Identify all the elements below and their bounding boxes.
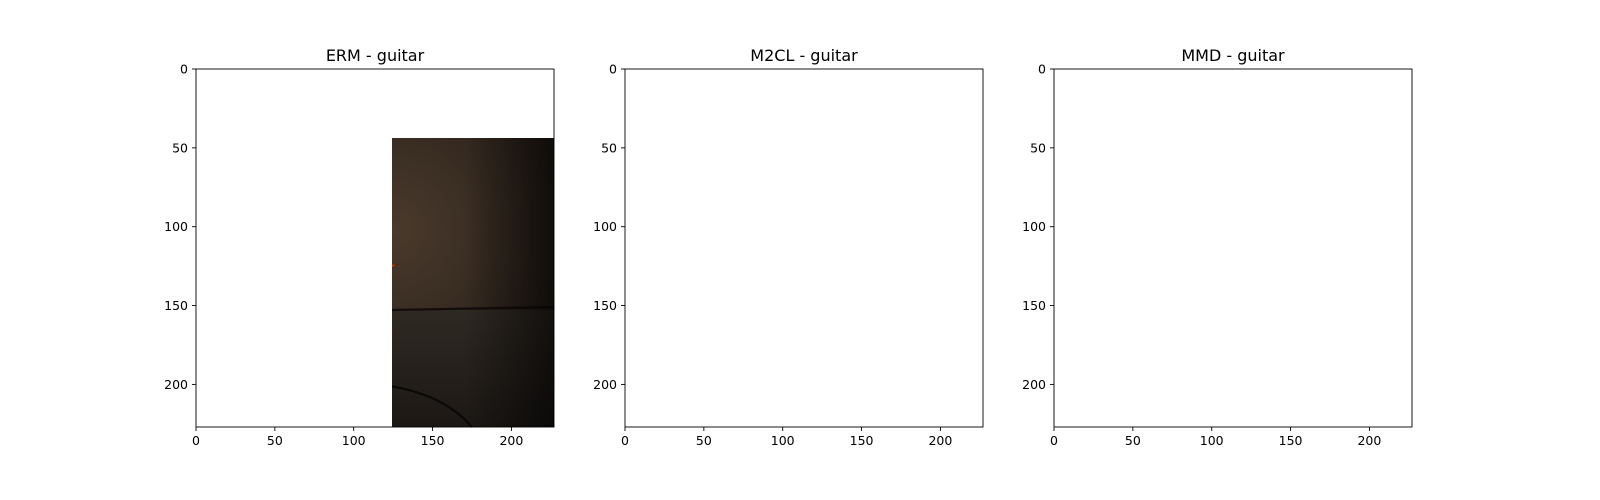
x-tick-label: 200 [1357,433,1381,448]
y-tick-label: 100 [1022,219,1046,234]
subplot-1: ERM - guitar 0 50 100 150 200 0 50 100 150 200 [164,46,555,448]
axes-frame [1053,68,1413,428]
y-tick-label: 0 [180,62,188,77]
floor-edge [625,307,983,313]
pickup-2 [1164,307,1202,321]
control-knob-1 [757,346,765,354]
body-highlight [1114,290,1172,345]
photo-floor [1054,310,1412,427]
guitar-headstock [367,83,405,128]
guitar-headstock [1225,83,1263,128]
photo-vignette [625,69,983,427]
pickup-1 [1168,271,1206,285]
control-knob-2 [1200,349,1208,357]
pickup-2 [735,307,773,321]
photo-vignette [1054,69,1412,427]
control-knob-3 [1214,344,1222,352]
guitar-neck [1175,83,1263,274]
photo-floor [625,310,983,427]
x-tick-label: 50 [267,433,283,448]
x-tick-label: 200 [928,433,952,448]
y-tick-label: 50 [1030,140,1046,155]
y-tick-label: 100 [164,219,188,234]
axes-frame [195,68,555,428]
x-tick-label: 0 [1050,433,1058,448]
guitar-headstock [796,83,834,128]
pickup-1 [739,271,777,285]
guitar-neck [317,83,405,274]
wall-shadow [688,93,846,188]
y-tick-label: 150 [1022,298,1046,313]
guitar-body [669,227,827,377]
guitar-body [392,263,400,337]
subplot-title: M2CL - guitar [750,46,858,65]
control-knob-2 [342,349,350,357]
x-tick-label: 100 [1200,433,1224,448]
x-tick-label: 100 [771,433,795,448]
y-tick-label: 200 [593,377,617,392]
control-knob-1 [1186,346,1194,354]
guitar-bridge [300,334,344,340]
x-tick-label: 50 [696,433,712,448]
x-tick-label: 0 [621,433,629,448]
photo-vignette [392,138,554,427]
control-knob-4 [337,359,345,367]
control-knob-1 [328,346,336,354]
control-knob-3 [785,344,793,352]
y-tick-label: 100 [593,219,617,234]
subplot-3: MMD - guitar 0 50 100 150 200 0 50 100 150 200 [1022,46,1413,448]
x-tick-label: 150 [850,433,874,448]
body-highlight [256,290,314,345]
guitar-body [1098,227,1256,377]
y-tick-label: 50 [172,140,188,155]
y-tick-label: 150 [164,298,188,313]
photo-wall [1054,69,1412,427]
control-knob-2 [771,349,779,357]
x-tick-label: 150 [1279,433,1303,448]
guitar-image [1054,69,1412,427]
x-tick-label: 150 [421,433,445,448]
guitar-cable [1164,377,1330,427]
x-tick-label: 100 [342,433,366,448]
pickup-1 [310,271,348,285]
y-tick-label: 50 [601,140,617,155]
control-knob-3 [356,344,364,352]
y-tick-label: 200 [1022,377,1046,392]
body-highlight [685,290,743,345]
control-knob-4 [1195,359,1203,367]
subplot-title: MMD - guitar [1181,46,1285,65]
control-knob-4 [766,359,774,367]
guitar-bridge [1158,334,1202,340]
y-tick-label: 0 [609,62,617,77]
floor-edge [1054,307,1412,313]
axes-frame [624,68,984,428]
guitar-cable [735,377,901,427]
guitar-bridge [729,334,773,340]
y-tick-label: 150 [593,298,617,313]
y-tick-label: 200 [164,377,188,392]
guitar-neck [746,83,834,274]
guitar-image [625,69,983,427]
guitar-image [256,83,555,428]
subplot-title: ERM - guitar [326,46,425,65]
subplot-2: M2CL - guitar 0 50 100 150 200 0 50 100 150 200 [593,46,984,448]
y-tick-label: 0 [1038,62,1046,77]
x-tick-label: 50 [1125,433,1141,448]
x-tick-label: 200 [499,433,523,448]
x-tick-label: 0 [192,433,200,448]
photo-wall [625,69,983,427]
wall-shadow [1117,93,1275,188]
pickup-2 [306,307,344,321]
